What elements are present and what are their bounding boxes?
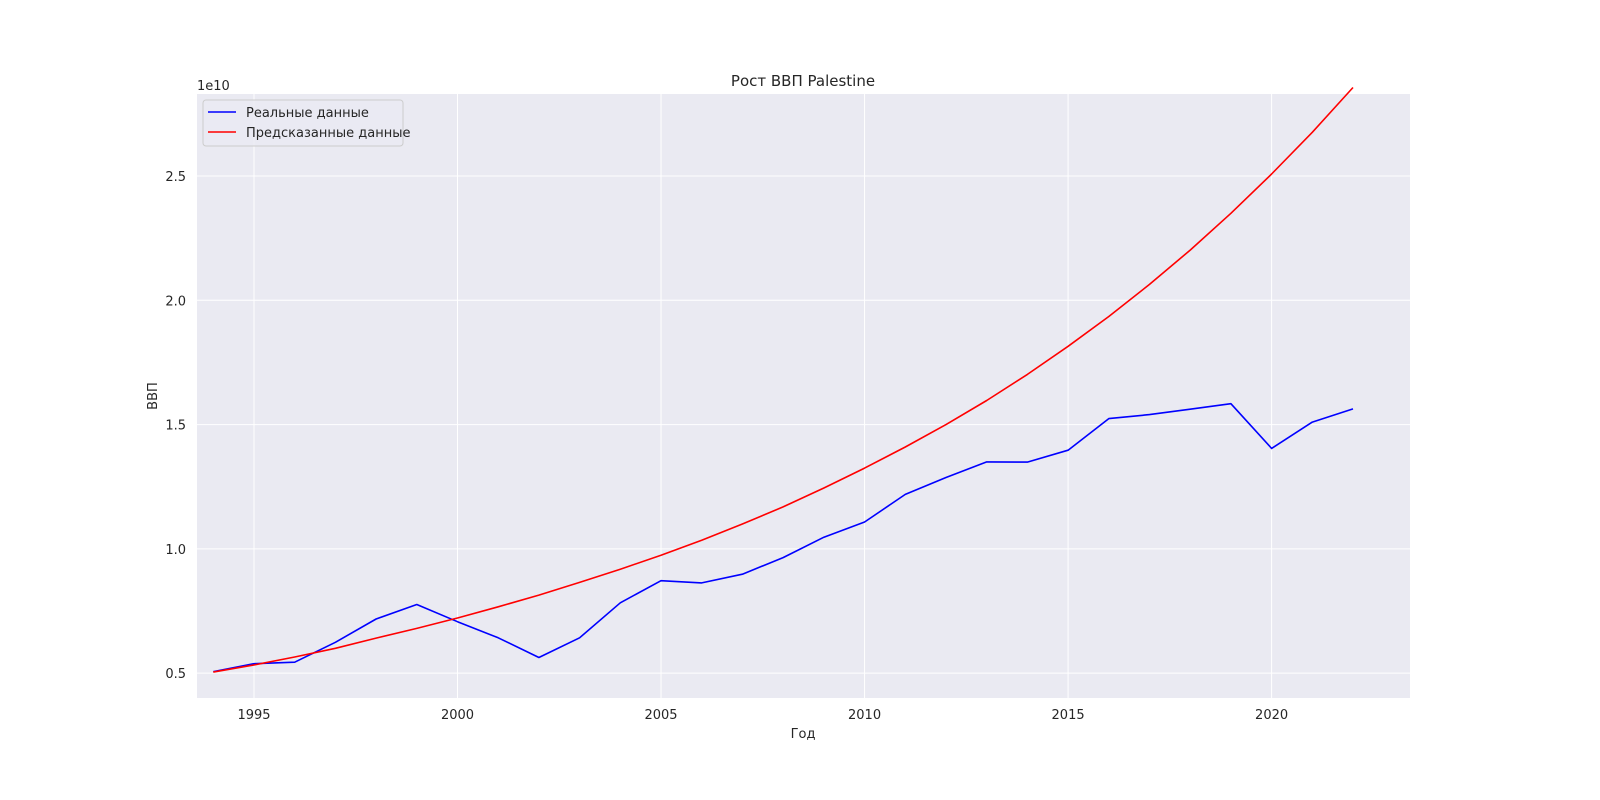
y-axis-title: ВВП bbox=[146, 382, 161, 410]
y-tick-label: 2.5 bbox=[165, 170, 186, 185]
chart-title: Рост ВВП Palestine bbox=[731, 72, 875, 90]
x-tick-label: 2005 bbox=[644, 708, 677, 723]
legend-box bbox=[202, 99, 404, 147]
legend-label-real: Реальные данные bbox=[246, 106, 369, 121]
y-offset-label: 1e10 bbox=[197, 79, 230, 94]
x-tick-label: 2020 bbox=[1255, 708, 1288, 723]
legend-label-predicted: Предсказанные данные bbox=[246, 126, 410, 141]
x-tick-label: 2015 bbox=[1052, 708, 1085, 723]
series-line-real bbox=[213, 402, 1354, 673]
y-tick-label: 1.0 bbox=[165, 543, 186, 558]
y-tick-label: 2.0 bbox=[165, 294, 186, 309]
x-tick-label: 1995 bbox=[237, 708, 270, 723]
y-tick-label: 0.5 bbox=[165, 667, 186, 682]
x-axis-title: Год bbox=[791, 727, 816, 742]
y-tick-labels: 0.5 1.0 1.5 2.0 2.5 bbox=[165, 170, 186, 682]
series-layer bbox=[213, 86, 1354, 673]
grid bbox=[197, 94, 1410, 698]
x-tick-labels: 1995 2000 2005 2010 2015 2020 bbox=[237, 708, 1288, 723]
x-tick-label: 2010 bbox=[848, 708, 881, 723]
x-tick-label: 2000 bbox=[441, 708, 474, 723]
legend: Реальные данные Предсказанные данные bbox=[202, 99, 410, 147]
y-tick-label: 1.5 bbox=[165, 419, 186, 434]
plot-background bbox=[197, 94, 1410, 698]
series-line-predicted bbox=[213, 86, 1354, 673]
